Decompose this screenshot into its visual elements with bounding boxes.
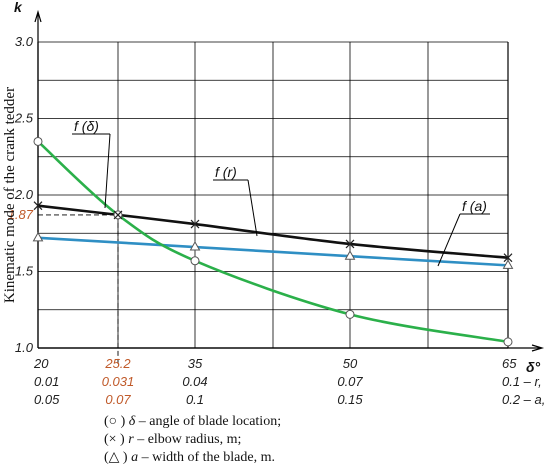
data-point-cross [190,219,200,229]
x-axis-symbol: δ° [526,359,541,375]
legend-description: – angle of blade location; [135,414,281,429]
legend-symbol: (△ ) [104,450,131,465]
curve-label: f (a) [462,198,487,214]
curve-label-leader [104,133,111,209]
y-axis-label: Kinematic mode of the crank tedder [2,87,18,303]
legend-item: (× ) r – elbow radius, m; [104,432,241,447]
legend-variable: δ [129,414,136,429]
data-point-cross [345,239,355,249]
series-group [32,136,514,347]
data-point-cross [503,253,513,263]
x-tick-r: 0.04 [182,374,207,389]
curve-label: f (δ) [74,118,99,134]
guide-lines [38,214,119,364]
legend-variable: r [128,432,134,447]
y-axis-symbol: k [14,0,23,15]
marked-y-label: 1.87 [8,207,34,222]
data-point-cross [33,201,43,211]
y-tick-label: 2.5 [14,111,34,126]
data-point-cross [113,210,123,220]
y-tick-label: 3.0 [15,34,34,49]
x-tick-delta: 50 [343,356,358,371]
x-tick-a: 0.05 [34,392,60,407]
x-tick-delta: 20 [33,356,49,371]
y-tick-label: 1.5 [15,264,34,279]
tick-labels: 1.0 1.5 2.0 2.5 3.0 1.87 20 0.01 0.05 25.2 0.031 0.… [8,34,546,407]
x-tick-a: 0.2 – a, [502,392,545,407]
legend: (○ ) δ – angle of blade location; (× ) r … [104,414,281,465]
legend-item: (△ ) a – width of the blade, m. [104,450,275,465]
y-tick-label: 1.0 [15,340,34,355]
y-axis-arrow [34,9,42,23]
legend-description: – width of the blade, m. [138,450,275,465]
series-line [37,204,509,260]
x-tick-a: 0.1 [186,392,204,407]
x-tick-delta: 25.2 [104,356,131,371]
x-tick-a: 0.15 [337,392,363,407]
grid [34,9,545,352]
data-point-circle [33,136,43,146]
x-tick-r: 0.01 [34,374,59,389]
curve-label: f (r) [215,164,237,180]
data-point-circle [190,256,200,266]
data-point-triangle [344,250,356,260]
data-point-circle [345,309,355,319]
x-tick-a: 0.07 [105,392,131,407]
legend-description: – elbow radius, m; [134,432,242,447]
legend-item: (○ ) δ – angle of blade location; [104,414,281,429]
x-tick-r: 0.07 [337,374,363,389]
data-point-triangle [502,259,514,269]
series-line [37,236,509,267]
x-axis-arrow [531,344,545,352]
x-tick-delta: 35 [188,356,203,371]
legend-symbol: (× ) [104,432,128,447]
curve-label-leader [437,213,461,267]
data-point-triangle [32,231,44,242]
data-point-circle [503,337,513,347]
x-tick-r: 0.1 – r, [502,374,542,389]
curve-label-leader [247,179,258,237]
y-tick-label: 2.0 [14,187,34,202]
legend-variable: a [131,450,138,465]
data-point-triangle [189,241,201,251]
x-tick-r: 0.031 [102,374,135,389]
series-line [37,140,509,344]
x-tick-delta: 65 [502,356,517,371]
curve-labels: f (δ) f (r) f (a) [72,118,490,267]
legend-symbol: (○ ) [104,414,129,429]
